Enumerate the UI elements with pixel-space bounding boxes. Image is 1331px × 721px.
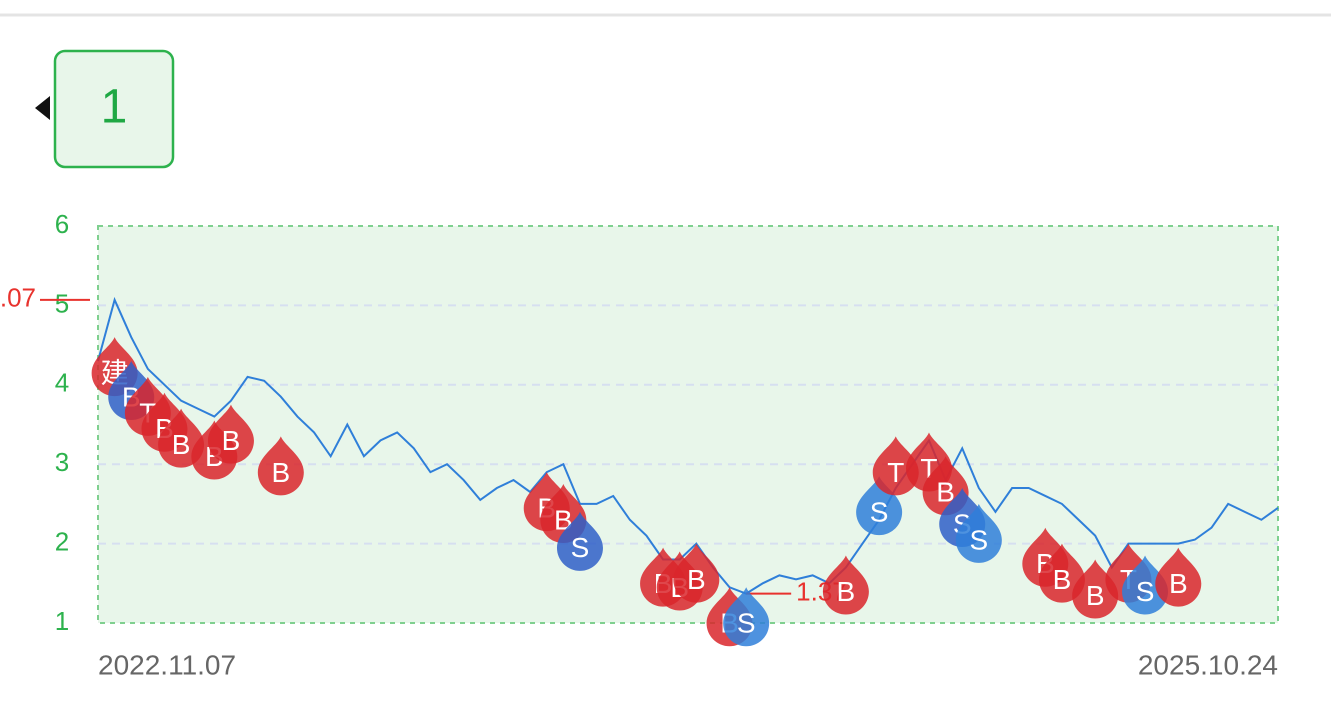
trade-marker <box>257 436 304 496</box>
trade-marker <box>207 404 254 464</box>
trade-marker-label: B <box>172 429 191 460</box>
back-arrow[interactable] <box>35 96 50 120</box>
y-tick-label: 2 <box>55 526 69 556</box>
trade-marker <box>1122 555 1169 615</box>
y-tick-label: 3 <box>55 447 69 477</box>
trade-marker <box>1155 547 1202 607</box>
badge-text: 1 <box>101 81 128 134</box>
badge[interactable] <box>53 49 175 169</box>
trade-marker-label: T <box>887 457 904 488</box>
trade-marker-label: B <box>271 457 290 488</box>
trade-marker-label: B <box>936 477 955 508</box>
trade-marker <box>673 543 720 603</box>
trade-marker-label: S <box>970 524 989 555</box>
trade-marker <box>955 503 1002 563</box>
trade-marker-label: B <box>687 564 706 595</box>
trade-marker-label: B <box>1169 568 1188 599</box>
trade-marker-label: B <box>1053 564 1072 595</box>
trade-marker <box>822 555 869 615</box>
x-tick-label: 2022.11.07 <box>98 649 236 680</box>
y-tick-label: 4 <box>55 368 69 398</box>
trade-marker-label: S <box>737 608 756 639</box>
trade-marker-label: S <box>571 532 590 563</box>
x-tick-label: 2025.10.24 <box>1138 649 1278 680</box>
price-line <box>97 296 1279 595</box>
y-tick-label: 6 <box>55 209 69 239</box>
trade-marker <box>1038 543 1085 603</box>
y-tick-label: 5 <box>55 288 69 318</box>
trade-marker-label: B <box>222 425 241 456</box>
max-label: 5.07 <box>0 283 36 313</box>
trade-marker <box>872 436 919 496</box>
trade-marker-label: B <box>1086 580 1105 611</box>
trade-marker-label: S <box>870 497 889 528</box>
y-tick-label: 1 <box>55 606 69 636</box>
trade-marker-label: B <box>837 576 856 607</box>
trade-marker-label: S <box>1136 576 1155 607</box>
trade-marker <box>723 587 770 647</box>
trade-marker <box>556 511 603 571</box>
